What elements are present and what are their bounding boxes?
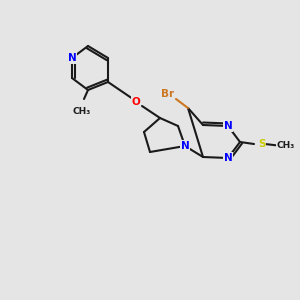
Text: N: N <box>224 153 232 163</box>
Text: S: S <box>258 139 266 149</box>
Text: CH₃: CH₃ <box>73 106 91 116</box>
Text: Br: Br <box>161 89 175 99</box>
Text: N: N <box>68 53 76 63</box>
Text: O: O <box>132 97 140 107</box>
Text: CH₃: CH₃ <box>277 142 295 151</box>
Text: N: N <box>181 141 189 151</box>
Text: N: N <box>224 121 232 131</box>
